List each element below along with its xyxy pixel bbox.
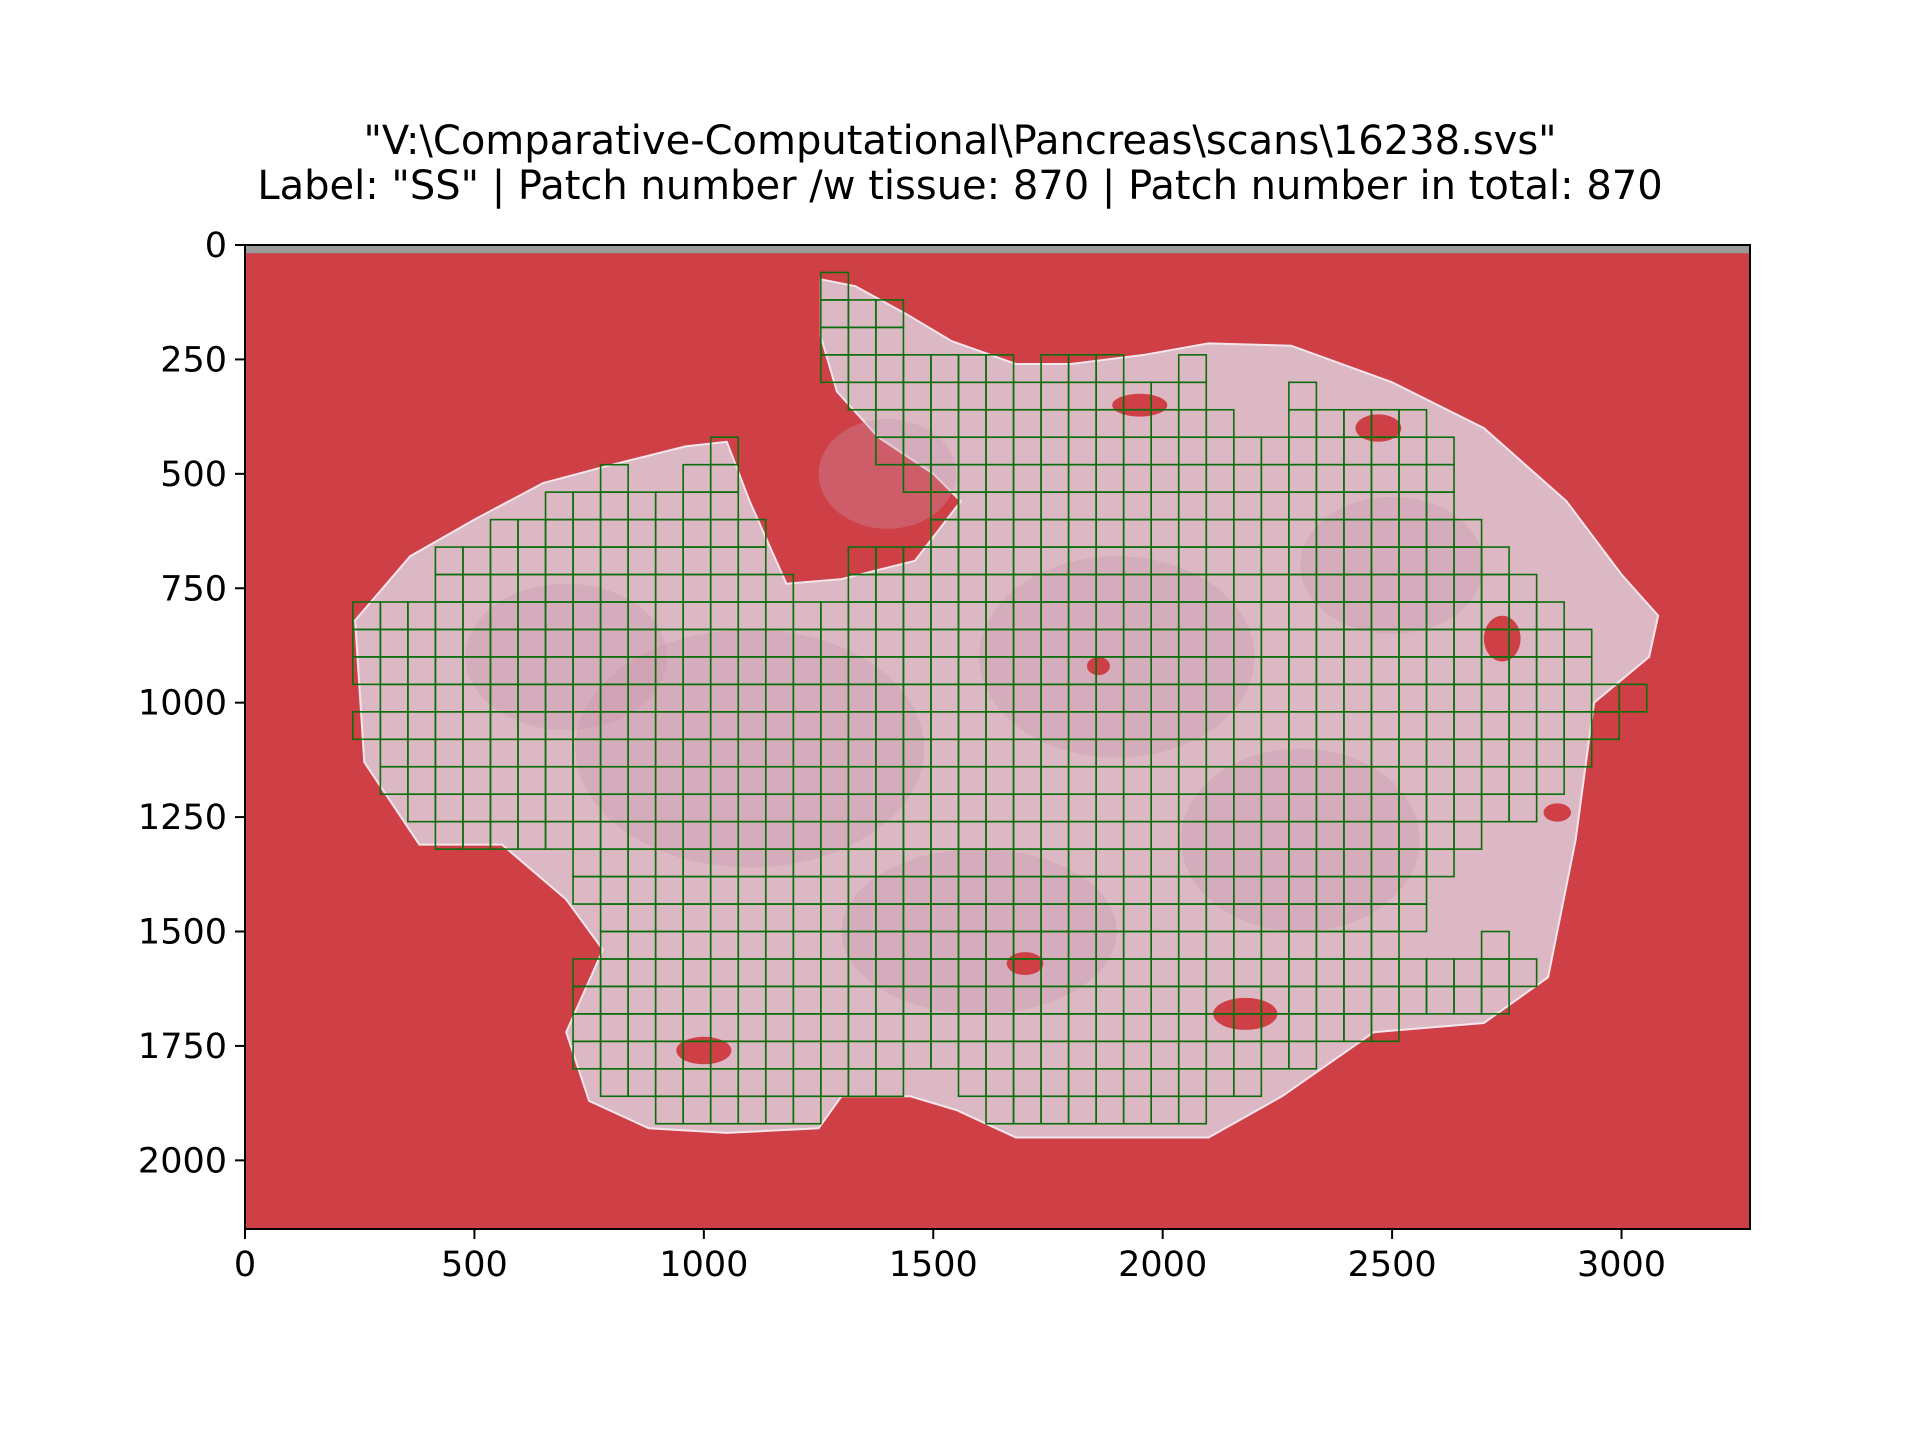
y-tick-label: 1500 [138, 913, 227, 953]
patch-square [1508, 958, 1538, 988]
x-tick-label: 1500 [889, 1245, 978, 1285]
tissue-texture [575, 629, 925, 868]
image-layer [245, 245, 1750, 1229]
tissue-texture [818, 418, 957, 529]
patch-square [1590, 711, 1621, 741]
patch-square [875, 1068, 905, 1098]
tissue-hole [1543, 803, 1572, 822]
y-tick-label: 250 [160, 340, 227, 380]
y-tick-label: 1000 [138, 684, 227, 724]
axes-frame [244, 244, 1751, 1230]
patch-square [1177, 1095, 1208, 1125]
y-tick-label: 0 [205, 226, 227, 266]
slide-edge-strip [245, 245, 1750, 254]
y-tick-label: 500 [160, 455, 227, 495]
patch-square [1480, 985, 1510, 1015]
y-tick-label: 750 [160, 569, 227, 609]
patch-square [1233, 1068, 1263, 1098]
chart-subtitle: Label: "SS" | Patch number /w tissue: 87… [257, 163, 1663, 209]
tissue-hole [1086, 656, 1110, 676]
patch-square [1370, 1013, 1400, 1043]
tissue-texture [1300, 496, 1484, 635]
tissue-hole [1483, 615, 1521, 662]
tissue-hole [1006, 952, 1044, 975]
x-tick-label: 3000 [1577, 1245, 1666, 1285]
y-tick-label: 1250 [138, 798, 227, 838]
tissue-hole [1355, 414, 1402, 442]
patch-square [1288, 1040, 1318, 1070]
patch-square [1398, 903, 1428, 933]
patch-square [1535, 765, 1565, 796]
patch-square [792, 1095, 822, 1125]
tissue-hole [1112, 393, 1168, 417]
x-tick-label: 1000 [659, 1245, 748, 1285]
patch-square [1618, 683, 1648, 713]
x-tick-label: 2000 [1118, 1245, 1207, 1285]
patch-square [1453, 820, 1483, 850]
patch-square [1425, 848, 1455, 878]
x-tick-label: 500 [441, 1245, 508, 1285]
chart-title: "V:\Comparative-Computational\Pancreas\s… [363, 118, 1557, 164]
tissue-hole [676, 1036, 732, 1065]
x-tick-label: 2500 [1348, 1245, 1437, 1285]
x-tick-label: 0 [234, 1245, 256, 1285]
y-tick-label: 2000 [138, 1141, 227, 1181]
y-tick-label: 1750 [138, 1027, 227, 1067]
patch-square [1563, 738, 1593, 768]
tissue-region [354, 278, 1660, 1139]
patch-square [1508, 793, 1538, 823]
